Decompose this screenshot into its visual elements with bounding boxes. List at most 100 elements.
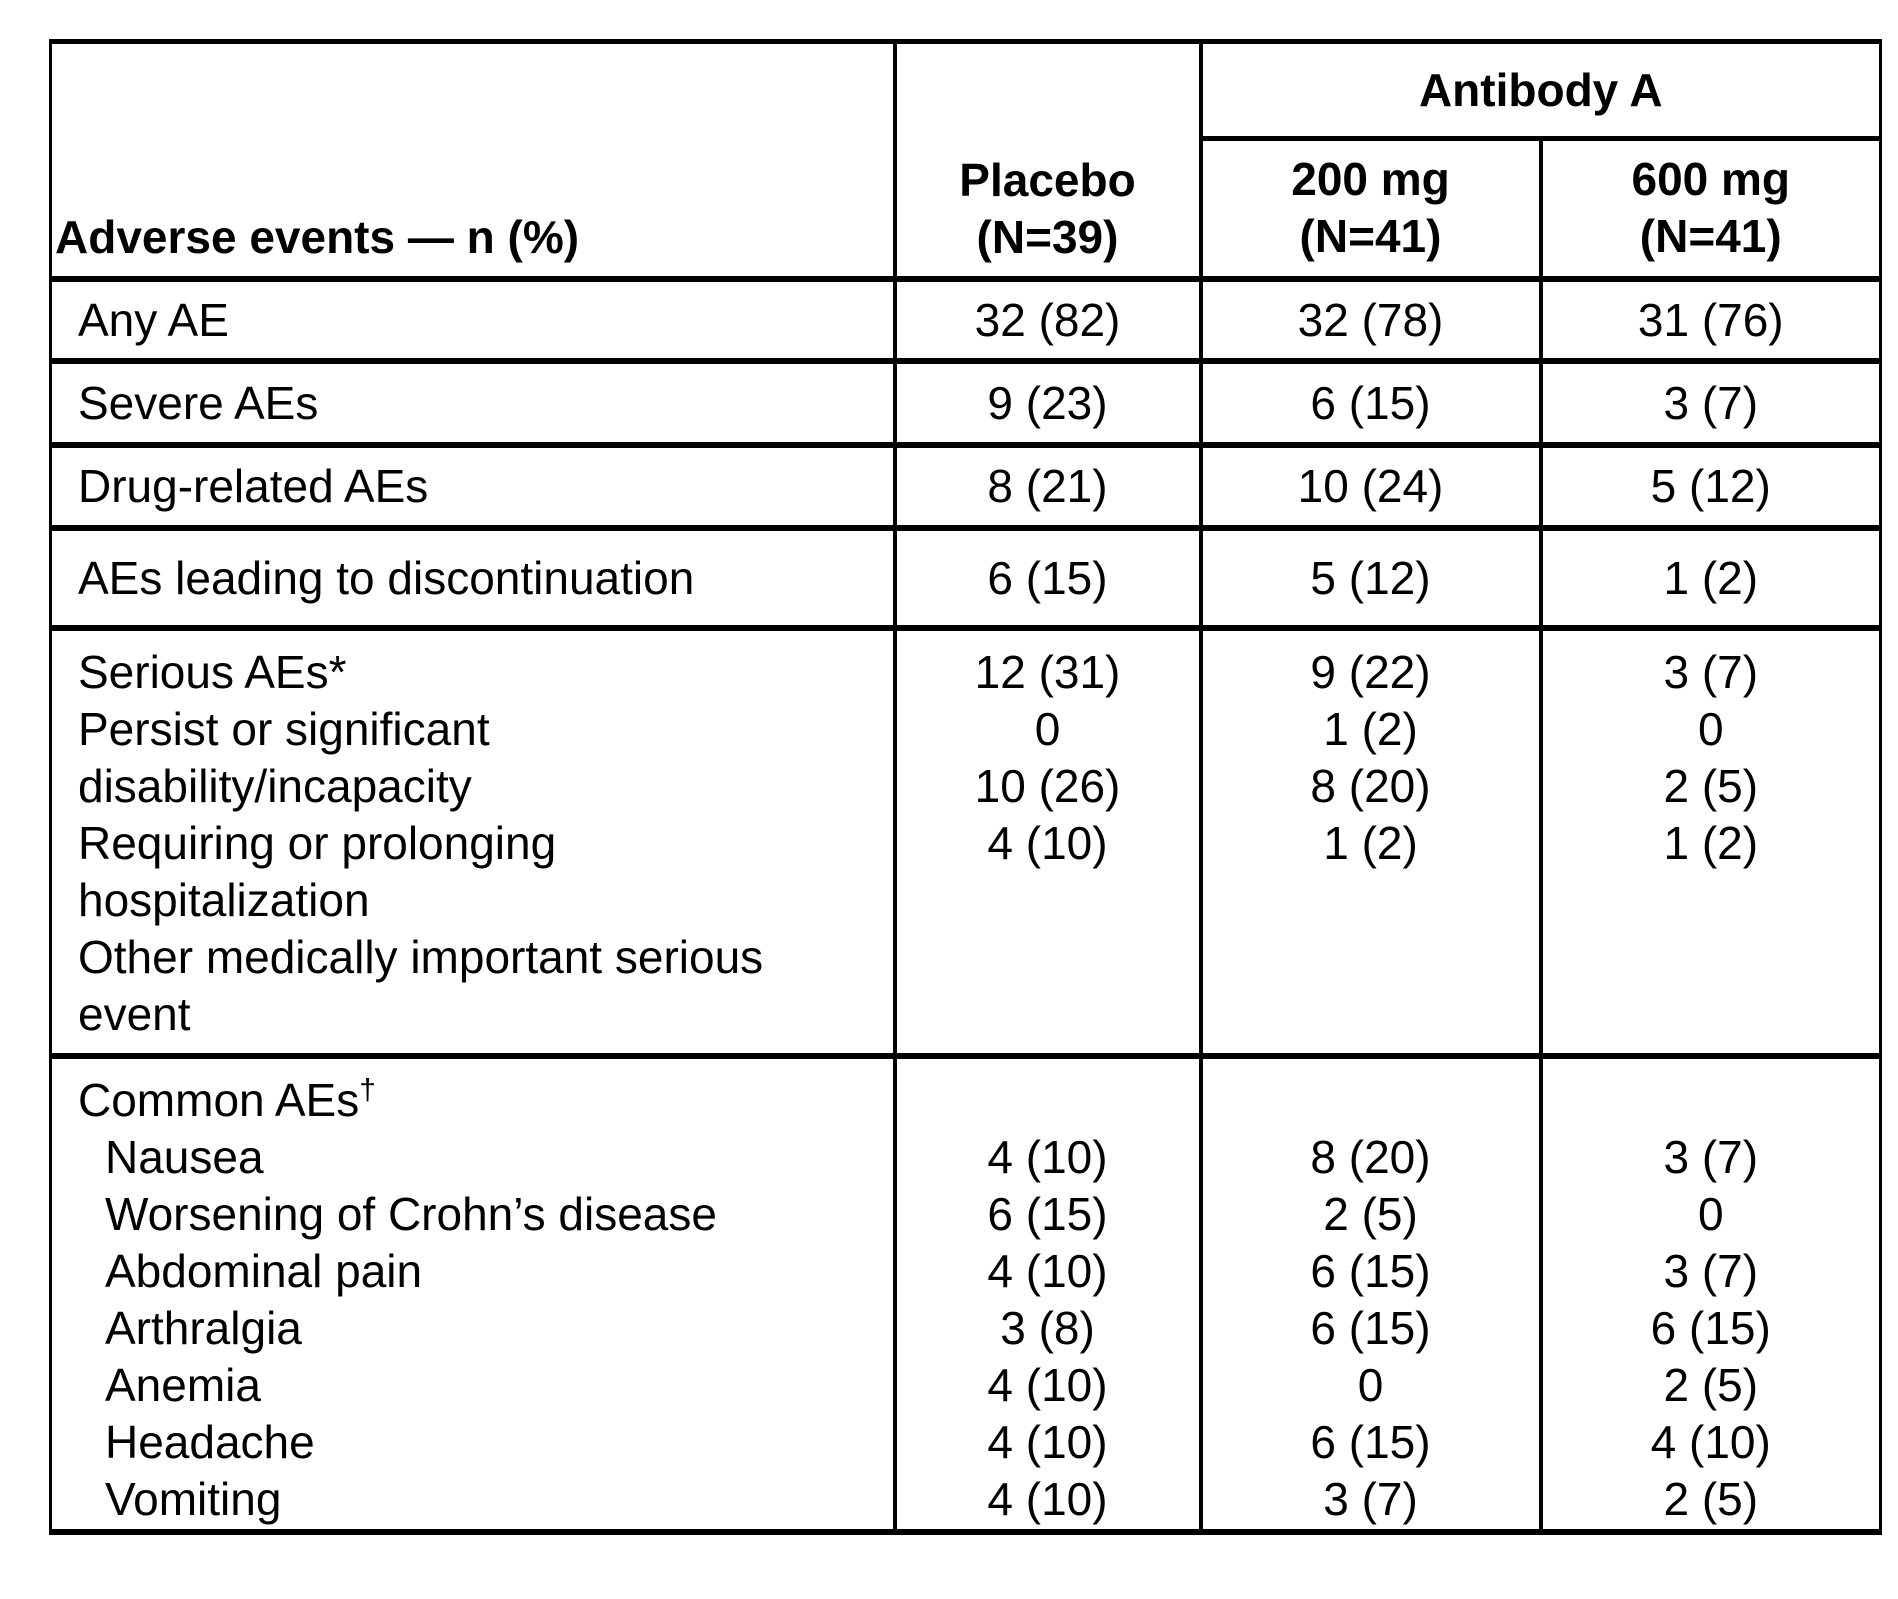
value-line: 6 (15) bbox=[1310, 1301, 1431, 1354]
serious-label-line: Serious AEs* bbox=[78, 645, 347, 698]
placebo-header-cell: Placebo (N=39) bbox=[892, 41, 1201, 279]
table-row-serious-aes: Serious AEs* Persist or significant disa… bbox=[50, 624, 1881, 1056]
value-line: 0 bbox=[1697, 702, 1724, 755]
dose-600-header-cell: 600 mg (N=41) bbox=[1538, 136, 1881, 279]
value-line: 0 bbox=[1357, 1358, 1384, 1411]
spacer-line bbox=[1543, 1072, 1880, 1129]
value-line: 2 (5) bbox=[1663, 759, 1759, 812]
value-line: 1 (2) bbox=[1663, 816, 1759, 869]
header-row-doses: 200 mg (N=41) 600 mg (N=41) bbox=[51, 136, 1881, 279]
table-row-severe-aes: Severe AEs 9 (23) 6 (15) 3 (7) bbox=[50, 357, 1881, 445]
value-line: 3 (7) bbox=[1663, 645, 1759, 698]
common-item-label: Headache bbox=[105, 1415, 315, 1468]
common-aes-200mg-cell: 8 (20) 2 (5) 6 (15) 6 (15) 0 6 (15) 3 (7… bbox=[1198, 1052, 1541, 1532]
adverse-events-table: Adverse events — n (%) Placebo (N=39) An… bbox=[49, 39, 1882, 1535]
serious-label-line: event bbox=[78, 987, 191, 1040]
antibody-group-header-label: Antibody A bbox=[1418, 64, 1663, 116]
common-aes-title: Common AEs bbox=[78, 1073, 360, 1126]
dose-200-header-cell: 200 mg (N=41) bbox=[1198, 136, 1541, 279]
corner-header-label: Adverse events — n (%) bbox=[55, 210, 580, 263]
value-line: 8 (20) bbox=[1310, 759, 1431, 812]
serious-aes-placebo-cell: 12 (31) 0 10 (26) 4 (10) bbox=[892, 624, 1201, 1056]
table-row-any-ae: Any AE 32 (82) 32 (78) 31 (76) bbox=[50, 275, 1881, 361]
antibody-group-header-cell: Antibody A bbox=[1198, 41, 1881, 139]
value-line: 6 (15) bbox=[987, 1187, 1108, 1240]
serious-label-line: Requiring or prolonging bbox=[78, 816, 557, 869]
serious-label-line: Persist or significant bbox=[78, 702, 490, 755]
row-label: AEs leading to discontinuation bbox=[50, 524, 895, 628]
value-line: 6 (15) bbox=[1310, 1415, 1431, 1468]
value-cell: 32 (78) bbox=[1198, 275, 1541, 361]
value-line: 3 (7) bbox=[1663, 1130, 1759, 1183]
value-line: 3 (7) bbox=[1323, 1472, 1418, 1525]
spacer-line bbox=[897, 1072, 1199, 1129]
spacer-line bbox=[1203, 1072, 1539, 1129]
common-item-label: Nausea bbox=[105, 1130, 264, 1183]
dose-600-header-n: (N=41) bbox=[1639, 210, 1782, 263]
value-cell: 5 (12) bbox=[1538, 441, 1881, 528]
serious-label-line: hospitalization bbox=[78, 873, 370, 926]
value-line: 0 bbox=[1034, 702, 1061, 755]
value-cell: 10 (24) bbox=[1198, 441, 1541, 528]
value-line: 6 (15) bbox=[1650, 1301, 1771, 1354]
value-line: 10 (26) bbox=[974, 759, 1121, 812]
header-row-group: Adverse events — n (%) Placebo (N=39) An… bbox=[51, 41, 1881, 279]
placebo-header-dose: Placebo bbox=[959, 153, 1136, 206]
row-label: Severe AEs bbox=[50, 357, 895, 445]
value-line: 4 (10) bbox=[987, 1358, 1108, 1411]
value-line: 4 (10) bbox=[987, 816, 1108, 869]
value-line: 2 (5) bbox=[1323, 1187, 1418, 1240]
table-row-common-aes: Common AEs† Nausea Worsening of Crohn’s … bbox=[50, 1052, 1881, 1532]
value-line: 4 (10) bbox=[1650, 1415, 1771, 1468]
value-line: 3 (8) bbox=[1000, 1301, 1095, 1354]
value-line: 4 (10) bbox=[987, 1244, 1108, 1297]
serious-label-line: disability/incapacity bbox=[78, 759, 472, 812]
value-line: 2 (5) bbox=[1663, 1358, 1759, 1411]
common-aes-placebo-cell: 4 (10) 6 (15) 4 (10) 3 (8) 4 (10) 4 (10)… bbox=[892, 1052, 1201, 1532]
value-line: 8 (20) bbox=[1310, 1130, 1431, 1183]
placebo-header-n: (N=39) bbox=[976, 210, 1119, 263]
value-line: 4 (10) bbox=[987, 1130, 1108, 1183]
serious-aes-600mg-cell: 3 (7) 0 2 (5) 1 (2) bbox=[1538, 624, 1881, 1056]
row-label: Any AE bbox=[50, 275, 895, 361]
value-cell: 6 (15) bbox=[1198, 357, 1541, 445]
common-item-label: Worsening of Crohn’s disease bbox=[105, 1187, 717, 1240]
dose-200-header-dose: 200 mg bbox=[1291, 153, 1450, 206]
common-aes-600mg-cell: 3 (7) 0 3 (7) 6 (15) 2 (5) 4 (10) 2 (5) bbox=[1538, 1052, 1881, 1532]
value-cell: 31 (76) bbox=[1538, 275, 1881, 361]
serious-aes-label-cell: Serious AEs* Persist or significant disa… bbox=[50, 624, 895, 1056]
value-cell: 1 (2) bbox=[1538, 524, 1881, 628]
common-aes-label-cell: Common AEs† Nausea Worsening of Crohn’s … bbox=[50, 1052, 895, 1532]
value-cell: 8 (21) bbox=[892, 441, 1201, 528]
value-line: 4 (10) bbox=[987, 1472, 1108, 1525]
common-item-label: Abdominal pain bbox=[105, 1244, 423, 1297]
table-row-drug-related-aes: Drug-related AEs 8 (21) 10 (24) 5 (12) bbox=[50, 441, 1881, 528]
common-item-label: Arthralgia bbox=[105, 1301, 302, 1354]
value-line: 12 (31) bbox=[974, 645, 1121, 698]
dose-200-header-n: (N=41) bbox=[1299, 210, 1442, 263]
adverse-events-table-container: Adverse events — n (%) Placebo (N=39) An… bbox=[49, 39, 1882, 1535]
serious-aes-200mg-cell: 9 (22) 1 (2) 8 (20) 1 (2) bbox=[1198, 624, 1541, 1056]
row-label: Drug-related AEs bbox=[50, 441, 895, 528]
value-line: 2 (5) bbox=[1663, 1472, 1759, 1525]
value-cell: 5 (12) bbox=[1198, 524, 1541, 628]
dagger-superscript: † bbox=[359, 1073, 376, 1107]
value-cell: 3 (7) bbox=[1538, 357, 1881, 445]
value-cell: 6 (15) bbox=[892, 524, 1201, 628]
value-line: 6 (15) bbox=[1310, 1244, 1431, 1297]
value-line: 3 (7) bbox=[1663, 1244, 1759, 1297]
dose-600-header-dose: 600 mg bbox=[1631, 153, 1791, 206]
value-line: 1 (2) bbox=[1323, 702, 1418, 755]
common-item-label: Anemia bbox=[105, 1358, 261, 1411]
table-row-aes-discontinuation: AEs leading to discontinuation 6 (15) 5 … bbox=[50, 524, 1881, 628]
common-aes-title-line: Common AEs† bbox=[78, 1072, 893, 1129]
serious-label-line: Other medically important serious bbox=[78, 930, 764, 983]
value-line: 4 (10) bbox=[987, 1415, 1108, 1468]
value-line: 0 bbox=[1697, 1187, 1724, 1240]
value-cell: 9 (23) bbox=[892, 357, 1201, 445]
corner-header-cell: Adverse events — n (%) bbox=[51, 42, 895, 279]
value-line: 1 (2) bbox=[1323, 816, 1418, 869]
value-cell: 32 (82) bbox=[892, 275, 1201, 361]
value-line: 9 (22) bbox=[1310, 645, 1431, 698]
common-item-label: Vomiting bbox=[105, 1472, 282, 1525]
